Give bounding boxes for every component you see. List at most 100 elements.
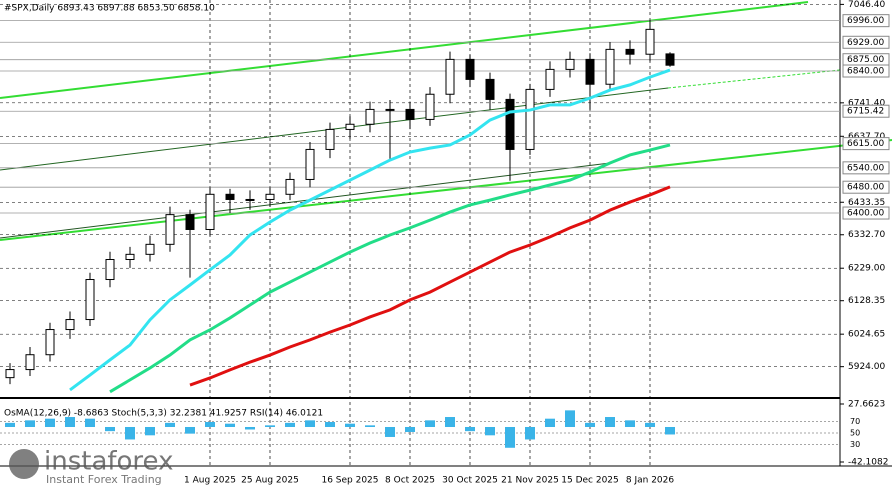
trend-line xyxy=(667,69,841,89)
candle-body xyxy=(105,259,115,281)
chart-title: #SPX,Daily 6893.43 6897.88 6853.50 6858.… xyxy=(4,4,215,14)
y-tick-label: 6332.70 xyxy=(848,230,885,240)
candle-body xyxy=(5,369,15,379)
level-label: 70 xyxy=(850,417,860,426)
bar xyxy=(225,423,235,427)
candle-body xyxy=(585,58,595,85)
level-label: 6875.00 xyxy=(847,55,884,65)
bar xyxy=(105,426,115,432)
candle-body xyxy=(425,93,435,120)
bar xyxy=(205,422,215,427)
bar xyxy=(345,423,355,427)
bar xyxy=(285,422,295,427)
bar xyxy=(265,425,275,427)
level-box xyxy=(842,137,890,151)
candle-body xyxy=(125,253,135,261)
logo-tagline: Instant Forex Trading xyxy=(46,473,162,486)
bar xyxy=(405,426,415,432)
bar xyxy=(605,417,615,427)
candle-body xyxy=(505,98,515,150)
level-label: 6540.00 xyxy=(847,163,884,173)
moving-average xyxy=(69,68,671,392)
bar xyxy=(645,422,655,427)
bar xyxy=(485,426,495,436)
level-label: 30 xyxy=(850,440,860,449)
candle-body xyxy=(25,354,35,371)
bar xyxy=(65,417,75,427)
candle-body xyxy=(265,193,275,200)
level-box xyxy=(842,35,890,49)
bar xyxy=(445,417,455,427)
level-label: 6929.00 xyxy=(847,38,884,48)
level-box xyxy=(842,64,890,78)
bar xyxy=(545,418,555,427)
candle-body xyxy=(45,329,55,356)
bar xyxy=(425,420,435,427)
trend-line xyxy=(0,139,892,241)
candle-body xyxy=(665,53,675,66)
y-tick-label: 6128.35 xyxy=(848,296,885,306)
candle-body xyxy=(345,123,355,130)
candle-body xyxy=(365,108,375,125)
bar xyxy=(465,426,475,432)
y-tick-label: 6024.65 xyxy=(848,330,885,340)
y-tick-label: 7046.40 xyxy=(848,0,885,10)
y-tick-label: 6741.40 xyxy=(848,98,885,108)
bar xyxy=(125,426,135,440)
logo-icon xyxy=(9,449,39,479)
bar xyxy=(145,426,155,436)
candle-body xyxy=(405,108,415,120)
x-tick-label: 30 Oct 2025 xyxy=(442,476,498,486)
x-tick-label: 8 Jan 2026 xyxy=(626,476,674,486)
bar xyxy=(505,426,515,448)
bar xyxy=(565,410,575,427)
bar xyxy=(385,426,395,437)
level-box xyxy=(842,161,890,175)
y-tick-label: 6637.70 xyxy=(848,132,885,142)
moving-average xyxy=(189,185,671,387)
level-box xyxy=(842,104,890,118)
candle-body xyxy=(305,148,315,180)
level-label: 6996.00 xyxy=(847,16,884,26)
candle-body xyxy=(225,193,235,200)
trend-line xyxy=(0,162,611,239)
bar xyxy=(625,420,635,427)
level-label: 6480.00 xyxy=(847,183,884,193)
level-label: 6400.00 xyxy=(847,209,884,219)
candle-body xyxy=(205,193,215,230)
trend-line xyxy=(0,1,809,99)
candle-body xyxy=(285,178,295,195)
y-tick-label: -42.1082 xyxy=(848,458,888,468)
bar xyxy=(585,422,595,427)
candle-body xyxy=(145,243,155,255)
candle-body xyxy=(385,108,395,111)
level-box xyxy=(842,14,890,28)
x-tick-label: 8 Oct 2025 xyxy=(385,476,435,486)
level-label: 6615.00 xyxy=(847,139,884,149)
candle-body xyxy=(85,279,95,321)
bar xyxy=(5,422,15,427)
bar xyxy=(365,425,375,427)
bar xyxy=(45,418,55,427)
candle-body xyxy=(465,58,475,80)
bar xyxy=(305,420,315,427)
candle-body xyxy=(445,58,455,95)
x-tick-label: 1 Aug 2025 xyxy=(184,476,236,486)
bar xyxy=(245,426,255,430)
level-label: 50 xyxy=(850,429,860,438)
level-box xyxy=(842,206,890,220)
candle-body xyxy=(625,48,635,55)
x-tick-label: 25 Aug 2025 xyxy=(241,476,299,486)
bar xyxy=(665,426,675,435)
bar xyxy=(25,420,35,427)
candle-body xyxy=(485,78,495,100)
bar xyxy=(165,422,175,427)
indicator-title: OsMA(12,26,9) -8.6863 Stoch(5,3,3) 32.23… xyxy=(4,409,323,419)
x-tick-label: 16 Sep 2025 xyxy=(321,476,378,486)
y-tick-label: 27.6623 xyxy=(848,400,885,410)
candle-body xyxy=(645,28,655,55)
logo-name: instaforex xyxy=(44,447,173,477)
level-label: 6840.00 xyxy=(847,67,884,77)
x-tick-label: 15 Dec 2025 xyxy=(561,476,619,486)
